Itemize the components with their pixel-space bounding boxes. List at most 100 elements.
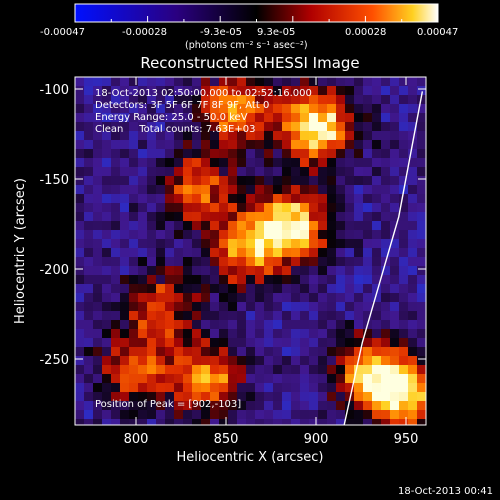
heatmap-cell	[318, 329, 327, 338]
heatmap-cell	[102, 320, 111, 329]
heatmap-cell	[201, 212, 210, 221]
heatmap-cell	[354, 158, 363, 167]
heatmap-cell	[318, 275, 327, 284]
heatmap-cell	[147, 185, 156, 194]
heatmap-cell	[318, 410, 327, 419]
heatmap-cell	[390, 203, 399, 212]
heatmap-cell	[183, 248, 192, 257]
heatmap-cell	[201, 356, 210, 365]
heatmap-cell	[183, 266, 192, 275]
heatmap-cell	[165, 176, 174, 185]
heatmap-cell	[363, 104, 372, 113]
heatmap-cell	[318, 284, 327, 293]
heatmap-cell	[345, 302, 354, 311]
heatmap-cell	[156, 77, 165, 86]
heatmap-cell	[399, 347, 408, 356]
heatmap-cell	[156, 320, 165, 329]
heatmap-cell	[345, 383, 354, 392]
heatmap-cell	[264, 149, 273, 158]
heatmap-cell	[408, 113, 417, 122]
heatmap-cell	[210, 365, 219, 374]
heatmap-cell	[120, 239, 129, 248]
heatmap-cell	[192, 176, 201, 185]
heatmap-cell	[174, 266, 183, 275]
heatmap-cell	[372, 230, 381, 239]
heatmap-cell	[273, 374, 282, 383]
heatmap-cell	[84, 347, 93, 356]
heatmap-cell	[93, 212, 102, 221]
heatmap-cell	[102, 392, 111, 401]
heatmap-cell	[417, 248, 426, 257]
heatmap-cell	[300, 122, 309, 131]
heatmap-cell	[390, 140, 399, 149]
heatmap-cell	[372, 131, 381, 140]
heatmap-cell	[363, 293, 372, 302]
heatmap-cell	[192, 203, 201, 212]
heatmap-cell	[246, 392, 255, 401]
heatmap-cell	[372, 239, 381, 248]
heatmap-cell	[147, 140, 156, 149]
heatmap-cell	[192, 248, 201, 257]
heatmap-cell	[183, 104, 192, 113]
info-detectors: Detectors: 3F 5F 6F 7F 8F 9F, Att 0	[95, 100, 269, 111]
heatmap-cell	[75, 347, 84, 356]
heatmap-cell	[291, 401, 300, 410]
heatmap-cell	[390, 239, 399, 248]
heatmap-cell	[363, 275, 372, 284]
heatmap-cell	[138, 104, 147, 113]
heatmap-cell	[147, 167, 156, 176]
heatmap-cell	[309, 212, 318, 221]
heatmap-cell	[138, 257, 147, 266]
heatmap-cell	[192, 230, 201, 239]
heatmap-cell	[354, 77, 363, 86]
heatmap-cell	[102, 284, 111, 293]
heatmap-cell	[255, 167, 264, 176]
heatmap-cell	[408, 158, 417, 167]
heatmap-cell	[291, 140, 300, 149]
heatmap-cell	[354, 239, 363, 248]
heatmap-cell	[273, 221, 282, 230]
heatmap-cell	[246, 212, 255, 221]
heatmap-cell	[399, 266, 408, 275]
heatmap-cell	[345, 149, 354, 158]
heatmap-cell	[399, 239, 408, 248]
heatmap-cell	[372, 185, 381, 194]
heatmap-cell	[210, 230, 219, 239]
heatmap-cell	[327, 212, 336, 221]
heatmap-cell	[300, 176, 309, 185]
heatmap-cell	[282, 356, 291, 365]
heatmap-cells	[75, 77, 426, 425]
heatmap-cell	[75, 176, 84, 185]
heatmap-cell	[255, 122, 264, 131]
heatmap-cell	[210, 122, 219, 131]
heatmap-cell	[210, 311, 219, 320]
heatmap-cell	[372, 140, 381, 149]
heatmap-cell	[210, 221, 219, 230]
heatmap-cell	[156, 401, 165, 410]
heatmap-cell	[138, 248, 147, 257]
heatmap-cell	[147, 338, 156, 347]
heatmap-cell	[363, 257, 372, 266]
heatmap-cell	[219, 347, 228, 356]
heatmap-cell	[147, 86, 156, 95]
heatmap-cell	[120, 284, 129, 293]
heatmap-cell	[309, 302, 318, 311]
heatmap-cell	[246, 149, 255, 158]
heatmap-cell	[201, 95, 210, 104]
heatmap-cell	[93, 410, 102, 419]
heatmap-cell	[228, 158, 237, 167]
heatmap-cell	[372, 419, 381, 425]
heatmap-cell	[300, 365, 309, 374]
heatmap-cell	[336, 392, 345, 401]
heatmap-cell	[237, 329, 246, 338]
heatmap-cell	[138, 266, 147, 275]
heatmap-cell	[390, 347, 399, 356]
heatmap-cell	[219, 419, 228, 425]
heatmap-cell	[228, 374, 237, 383]
heatmap-cell	[138, 212, 147, 221]
heatmap-cell	[354, 338, 363, 347]
heatmap-cell	[165, 266, 174, 275]
heatmap-cell	[345, 95, 354, 104]
heatmap-cell	[381, 104, 390, 113]
heatmap-cell	[291, 365, 300, 374]
